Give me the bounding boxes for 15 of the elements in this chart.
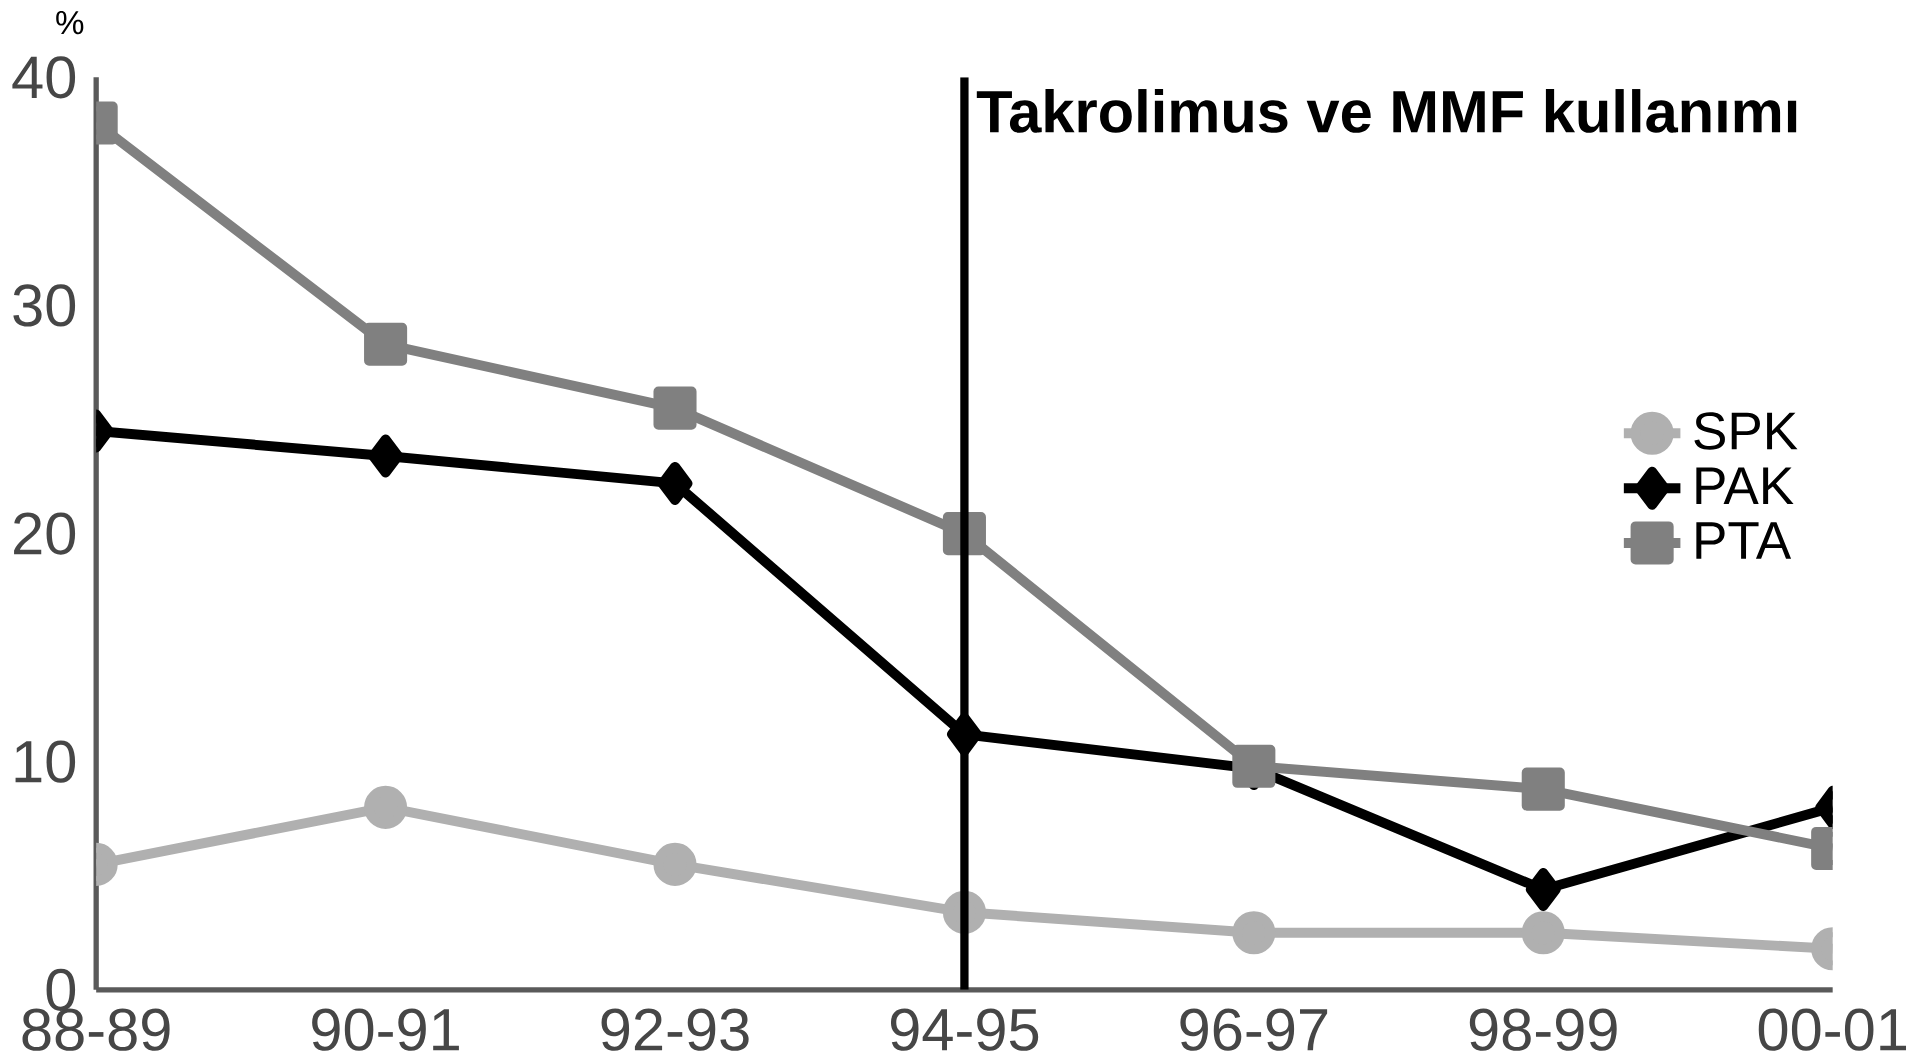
x-tick-label: 90-91 [312, 1008, 459, 1051]
x-tick-label: 98-99 [1469, 1008, 1617, 1051]
legend-label: PAK [1696, 467, 1794, 505]
y-tick-label: 40 [12, 56, 76, 99]
y-tick-label: 10 [15, 740, 76, 783]
x-tick-label: 00-01 [1758, 1008, 1907, 1051]
y-tick-label: 30 [13, 284, 76, 327]
x-tick-label: 94-95 [890, 1008, 1039, 1051]
legend-label: PTA [1696, 522, 1792, 559]
y-axis-title: % [56, 11, 84, 35]
legend-label: SPK [1694, 412, 1798, 450]
ref-line-label: Takrolimus ve MMF kullanımı [976, 89, 1797, 133]
x-tick-label: 92-93 [601, 1008, 749, 1051]
x-tick-label: 96-97 [1180, 1008, 1328, 1051]
y-tick-label: 20 [14, 512, 76, 555]
